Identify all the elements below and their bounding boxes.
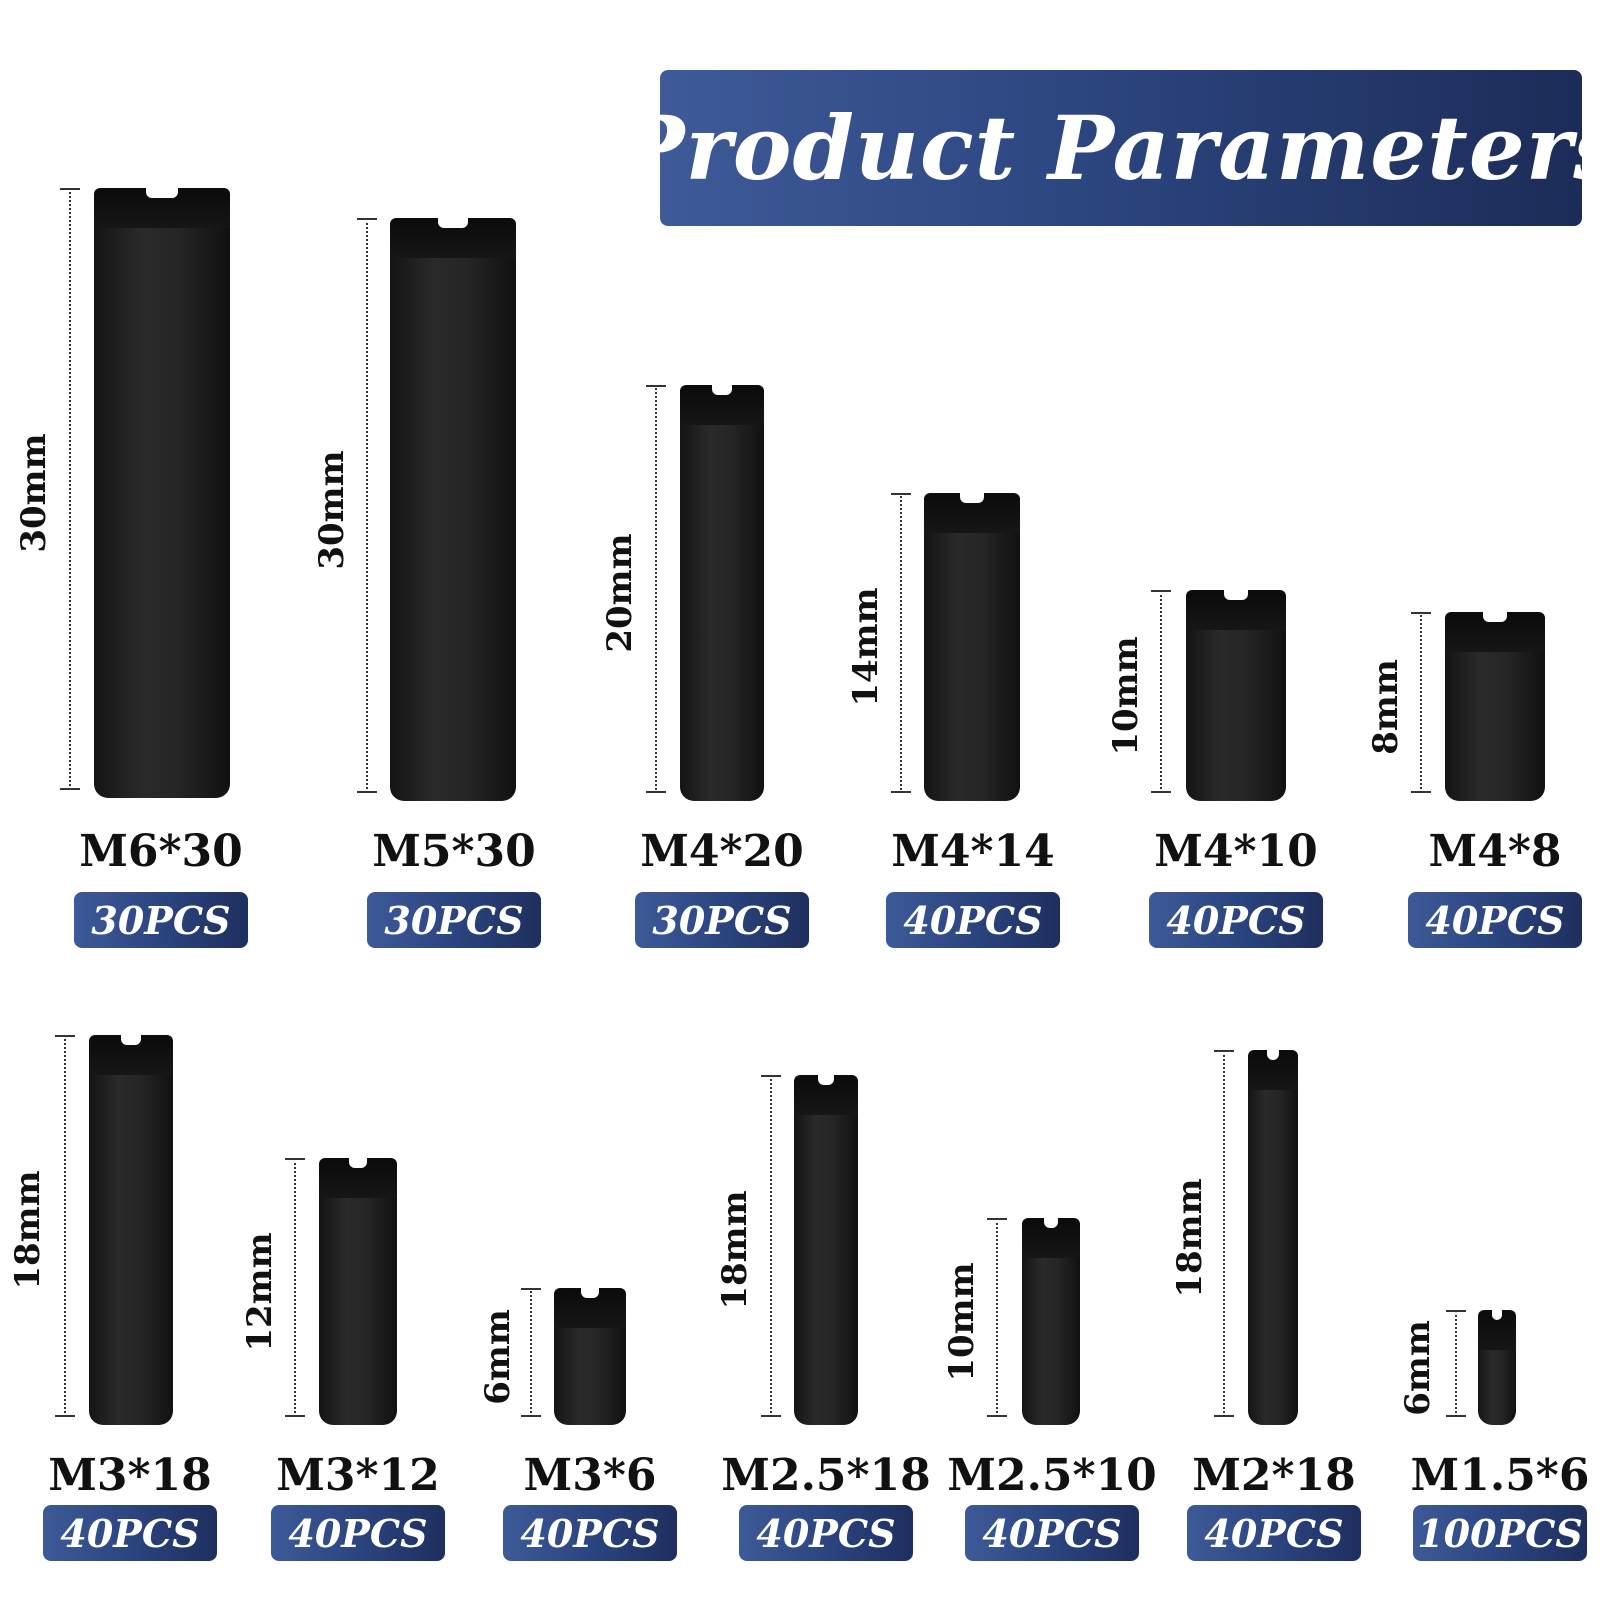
dimension-label: 18mm [1170,1177,1210,1298]
dimension-line [987,1218,1007,1417]
quantity-badge: 30PCS [635,892,809,948]
size-label: M4*20 [640,826,804,877]
size-label: M2.5*18 [721,1450,931,1501]
dimension-label: 20mm [600,533,640,653]
pin-slot [1483,610,1507,622]
quantity-badge: 40PCS [1408,892,1582,948]
spring-pin-image [924,491,1020,801]
dimension-line [1151,590,1171,793]
dimension-label: 12mm [240,1231,280,1352]
dimension-label: 6mm [1398,1319,1438,1416]
spring-pin-image [554,1286,626,1425]
dimension-label: 10mm [1106,635,1146,756]
dimension-label: 30mm [14,433,54,553]
spring-pin-image [89,1033,173,1425]
dimension-line [1411,612,1431,793]
dimension-line [646,385,666,793]
dimension-label: 10mm [942,1261,982,1382]
dimension-line [891,493,911,793]
quantity-badge: 40PCS [43,1505,217,1561]
pin-slot [348,1156,368,1168]
size-label: M1.5*6 [1410,1450,1590,1501]
pin-slot [818,1073,834,1085]
spring-pin-image [794,1073,858,1425]
pin-slot [711,383,733,395]
dimension-line [1214,1050,1234,1417]
dimension-line [285,1158,305,1417]
dimension-label: 6mm [478,1308,518,1405]
size-label: M6*30 [79,826,243,877]
quantity-badge: 40PCS [1149,892,1323,948]
spring-pin-image [1186,588,1286,801]
dimension-line [761,1075,781,1417]
spring-pin-image [94,186,230,798]
pin-slot [120,1033,142,1045]
dimension-label: 18mm [8,1170,48,1290]
quantity-badge: 40PCS [503,1505,677,1561]
spring-pin-image [390,216,516,801]
dimension-line [1446,1310,1466,1417]
size-label: M4*10 [1154,826,1318,877]
spring-pin-image [319,1156,397,1425]
title-banner: Product Parameters [618,70,1600,226]
size-label: M4*8 [1428,826,1562,877]
size-label: M3*6 [523,1450,657,1501]
spring-pin-image [1248,1048,1298,1425]
size-label: M4*14 [891,826,1055,877]
quantity-badge: 100PCS [1413,1505,1587,1561]
size-label: M2*18 [1192,1450,1356,1501]
quantity-badge: 40PCS [739,1505,913,1561]
spring-pin-image [1022,1216,1080,1425]
quantity-badge: 40PCS [1187,1505,1361,1561]
quantity-badge: 30PCS [74,892,248,948]
pin-slot [1224,588,1248,600]
dimension-line [55,1035,75,1417]
quantity-badge: 40PCS [965,1505,1139,1561]
dimension-line [357,218,377,793]
spring-pin-image [1445,610,1545,801]
quantity-badge: 30PCS [367,892,541,948]
pin-slot [437,216,469,228]
quantity-badge: 40PCS [271,1505,445,1561]
pin-slot [1044,1216,1058,1228]
dimension-line [521,1288,541,1417]
size-label: M3*12 [276,1450,440,1501]
dimension-label: 14mm [846,587,886,707]
pin-slot [960,491,984,503]
page-title: Product Parameters [618,96,1600,200]
dimension-label: 18mm [715,1190,755,1310]
size-label: M3*18 [48,1450,212,1501]
spring-pin-image [1478,1308,1516,1425]
pin-slot [145,186,179,198]
pin-slot [1492,1308,1502,1320]
dimension-label: 30mm [312,449,352,570]
size-label: M2.5*10 [947,1450,1157,1501]
quantity-badge: 40PCS [886,892,1060,948]
pin-slot [581,1286,599,1298]
spring-pin-image [680,383,764,801]
size-label: M5*30 [372,826,536,877]
dimension-label: 8mm [1366,658,1406,755]
pin-slot [1267,1048,1279,1060]
dimension-line [60,188,80,790]
